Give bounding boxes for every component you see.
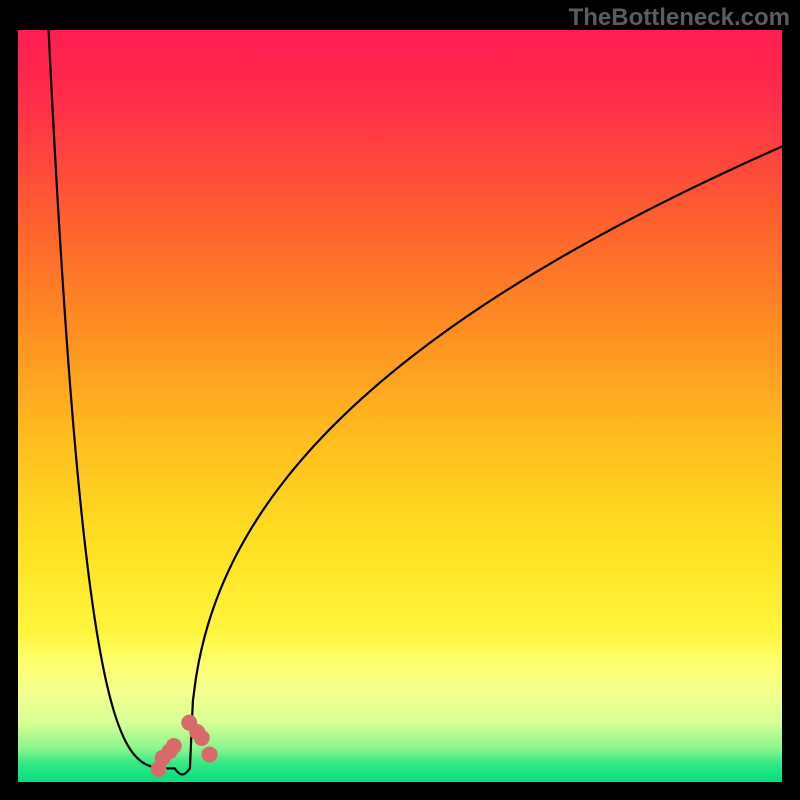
chart-root: TheBottleneck.com [0,0,800,800]
data-marker [166,738,182,754]
plot-background [18,30,782,782]
chart-svg [0,0,800,800]
watermark-text: TheBottleneck.com [569,4,790,32]
data-marker [202,746,218,762]
data-marker [194,730,210,746]
